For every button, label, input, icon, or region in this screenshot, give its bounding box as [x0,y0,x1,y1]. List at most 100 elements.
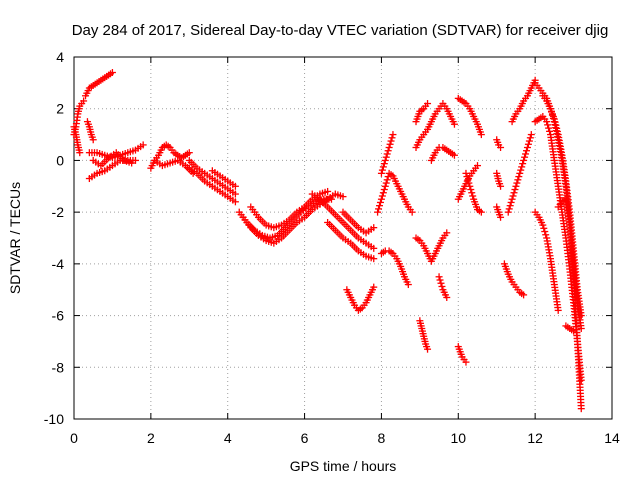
data-point [139,141,147,149]
data-point [379,189,387,197]
y-tick-label: 2 [56,101,64,117]
y-tick-label: -4 [52,256,65,272]
data-point [545,124,553,132]
data-point [80,97,88,105]
data-point [518,163,526,171]
data-point [376,202,384,210]
data-point [509,192,517,200]
data-point [516,169,524,177]
data-point [377,169,385,177]
data-point [522,150,530,158]
data-point [542,231,550,239]
data-point [466,182,474,190]
data-point [438,282,446,290]
data-point [388,134,396,142]
data-point [381,182,389,190]
data-point [339,193,347,201]
y-tick-label: -2 [52,204,65,220]
data-point [443,229,451,237]
data-point [370,244,378,252]
data-point [437,279,445,287]
data-point [89,136,97,144]
y-axis-label: SDTVAR / TECUs [7,182,23,294]
data-point [469,192,477,200]
data-point [514,176,522,184]
data-point [378,166,386,174]
y-axis-ticks: 4 2 0 -2 -4 -6 -8 -10 [44,49,612,427]
y-tick-label: 0 [56,152,64,168]
data-point [381,156,389,164]
data-point [424,345,432,353]
data-point [377,195,385,203]
data-point [554,306,562,314]
data-point [383,150,391,158]
data-point [370,224,378,232]
data-point [370,255,378,263]
data-point [464,176,472,184]
data-point [389,131,397,139]
data-point [450,151,458,159]
data-point [553,124,561,132]
data-point [468,189,476,197]
data-point [443,293,451,301]
data-point [380,186,388,194]
data-point [131,156,139,164]
data-point [506,202,514,210]
data-point [462,358,470,366]
x-tick-label: 6 [301,430,309,446]
data-point [76,149,84,157]
data-point [497,213,505,221]
data-point [375,205,383,213]
data-point [382,179,390,187]
data-point [577,325,585,332]
data-point [526,134,534,142]
data-point [465,179,473,187]
data-point [552,121,560,129]
data-point [527,131,535,139]
data-point [570,327,578,335]
data-point [546,127,554,135]
x-axis-ticks: 0 2 4 6 8 10 12 14 [70,57,620,446]
x-axis-label: GPS time / hours [290,458,397,474]
x-tick-label: 10 [450,430,466,446]
data-point [517,166,525,174]
data-point [515,173,523,181]
x-tick-label: 12 [527,430,543,446]
data-point [544,121,552,129]
data-point [550,115,558,123]
x-tick-label: 2 [147,430,155,446]
data-point [463,173,471,181]
data-point [477,208,485,216]
data-point [497,144,505,151]
data-point [507,198,515,206]
y-tick-label: -10 [44,411,64,427]
data-point [408,208,416,216]
data-point [386,140,394,148]
data-point [511,186,519,194]
data-point [519,160,527,168]
data-point [404,281,412,289]
data-point [379,163,387,171]
y-tick-label: -6 [52,308,65,324]
data-point [551,118,559,126]
x-tick-label: 0 [70,430,78,446]
data-point [524,140,532,148]
data-point [477,131,485,139]
data-point [387,137,395,145]
data-point [474,162,481,170]
data-point [374,208,382,216]
data-point [543,118,551,126]
data-point [553,127,561,135]
data-point [540,224,548,232]
data-point [436,276,444,284]
data-point [128,159,136,167]
data-point [508,195,516,203]
data-point [522,147,530,155]
data-point [424,100,432,108]
data-point [539,221,547,229]
plot-frame [73,56,613,420]
data-point [504,208,512,216]
data-point [370,283,378,291]
data-point [513,179,521,187]
